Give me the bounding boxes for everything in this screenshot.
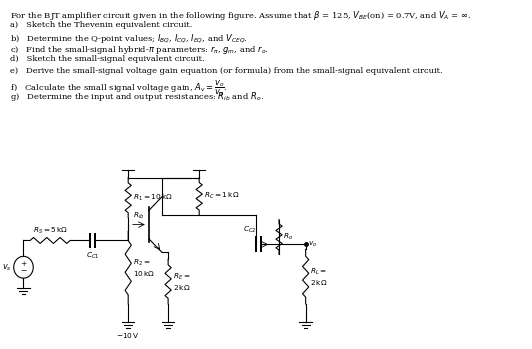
- Text: $R_L=$
$2\,\mathrm{k\Omega}$: $R_L=$ $2\,\mathrm{k\Omega}$: [310, 266, 328, 287]
- Text: e)   Derive the small-signal voltage gain equation (or formula) from the small-s: e) Derive the small-signal voltage gain …: [10, 67, 443, 75]
- Text: b)   Determine the Q-point values; $I_{BQ}$, $I_{CQ}$, $I_{EQ}$, and $V_{CEQ}$.: b) Determine the Q-point values; $I_{BQ}…: [10, 33, 248, 45]
- Text: c)   Find the small-signal hybrid-$\pi$ parameters: $r_\pi$, $g_m$, and $r_o$.: c) Find the small-signal hybrid-$\pi$ pa…: [10, 44, 269, 56]
- Text: $R_2=$
$10\,\mathrm{k\Omega}$: $R_2=$ $10\,\mathrm{k\Omega}$: [132, 258, 155, 278]
- Text: $R_o$: $R_o$: [282, 232, 293, 242]
- Text: $v_o$: $v_o$: [309, 240, 318, 249]
- Text: $-10\,\mathrm{V}$: $-10\,\mathrm{V}$: [117, 331, 140, 340]
- Text: d)   Sketch the small-signal equivalent circuit.: d) Sketch the small-signal equivalent ci…: [10, 55, 205, 64]
- Text: $C_{C1}$: $C_{C1}$: [86, 250, 99, 261]
- Text: $C_{C2}$: $C_{C2}$: [243, 224, 256, 235]
- Text: $R_1=10\,\mathrm{k\Omega}$: $R_1=10\,\mathrm{k\Omega}$: [132, 193, 172, 203]
- Text: +: +: [20, 260, 27, 268]
- Text: $R_E=$
$2\,\mathrm{k\Omega}$: $R_E=$ $2\,\mathrm{k\Omega}$: [172, 271, 190, 292]
- Text: $R_{ib}$: $R_{ib}$: [133, 210, 145, 221]
- Text: −: −: [20, 267, 27, 275]
- Text: g)   Determine the input and output resistances: $R_{ib}$ and $R_o$.: g) Determine the input and output resist…: [10, 90, 264, 103]
- Text: $R_C=1\,\mathrm{k\Omega}$: $R_C=1\,\mathrm{k\Omega}$: [204, 191, 239, 201]
- Text: a)   Sketch the Thevenin equivalent circuit.: a) Sketch the Thevenin equivalent circui…: [10, 21, 193, 29]
- Text: $R_S=5\,\mathrm{k\Omega}$: $R_S=5\,\mathrm{k\Omega}$: [32, 225, 68, 236]
- Text: f)   Calculate the small signal voltage gain, $A_v = \dfrac{v_o}{v_s}$.: f) Calculate the small signal voltage ga…: [10, 78, 228, 98]
- Text: $v_s$: $v_s$: [3, 262, 12, 273]
- Text: For the BJT amplifier circuit given in the following figure. Assume that $\beta$: For the BJT amplifier circuit given in t…: [10, 9, 471, 22]
